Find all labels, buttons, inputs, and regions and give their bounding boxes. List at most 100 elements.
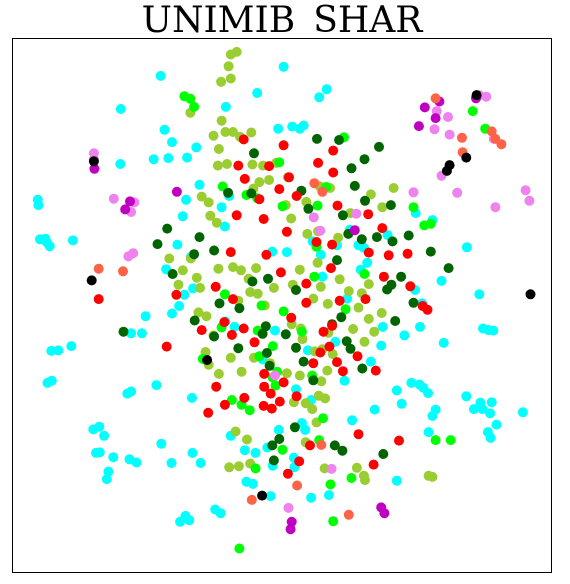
- scatter-point: [386, 279, 397, 290]
- scatter-point: [265, 388, 276, 399]
- scatter-point: [300, 398, 311, 409]
- scatter-point: [187, 447, 198, 458]
- scatter-point: [274, 396, 285, 407]
- scatter-point: [399, 330, 410, 341]
- scatter-point: [174, 301, 185, 311]
- scatter-point: [187, 392, 197, 403]
- scatter-point: [287, 121, 298, 132]
- series-8: [86, 90, 536, 501]
- scatter-point: [520, 185, 531, 196]
- scatter-point: [377, 223, 388, 234]
- scatter-point: [244, 405, 255, 416]
- scatter-point: [346, 163, 357, 174]
- scatter-point: [415, 321, 425, 332]
- scatter-point: [278, 61, 289, 72]
- scatter-point: [259, 368, 270, 379]
- scatter-point: [193, 307, 204, 318]
- scatter-point: [477, 404, 488, 415]
- scatter-point: [173, 279, 184, 290]
- scatter-point: [228, 262, 238, 273]
- scatter-point: [408, 297, 419, 308]
- scatter-point: [101, 474, 112, 485]
- scatter-point: [89, 163, 100, 174]
- scatter-point: [289, 422, 300, 433]
- scatter-point: [396, 271, 407, 282]
- scatter-point: [261, 348, 272, 358]
- scatter-point: [236, 265, 246, 276]
- scatter-point: [219, 289, 230, 300]
- scatter-point: [231, 210, 242, 221]
- scatter-point: [216, 76, 227, 87]
- scatter-point: [205, 210, 216, 221]
- scatter-point: [423, 388, 434, 399]
- scatter-point: [406, 377, 417, 388]
- scatter-point: [189, 249, 200, 260]
- scatter-point: [425, 218, 436, 229]
- scatter-point: [300, 424, 311, 435]
- scatter-point: [291, 191, 302, 201]
- scatter-point: [277, 201, 288, 212]
- scatter-point: [323, 490, 334, 501]
- scatter-point: [216, 202, 227, 213]
- scatter-point: [167, 308, 177, 319]
- scatter-point: [474, 289, 485, 300]
- scatter-point: [485, 408, 496, 419]
- scatter-point: [212, 160, 223, 171]
- scatter-point: [322, 365, 333, 376]
- scatter-point: [233, 343, 244, 354]
- scatter-point: [423, 427, 434, 438]
- scatter-point: [332, 357, 342, 368]
- scatter-point: [250, 447, 261, 458]
- scatter-point: [496, 139, 507, 150]
- scatter-point: [388, 183, 399, 193]
- scatter-point: [486, 397, 497, 408]
- scatter-point: [245, 287, 256, 298]
- scatter-point: [191, 142, 202, 153]
- scatter-point: [286, 516, 297, 527]
- scatter-point: [275, 267, 286, 278]
- scatter-point: [347, 415, 358, 426]
- series-7: [93, 93, 507, 520]
- scatter-point: [359, 336, 370, 347]
- scatter-point: [247, 276, 258, 287]
- scatter-point: [239, 173, 250, 184]
- scatter-point: [486, 126, 497, 137]
- scatter-point: [179, 289, 190, 300]
- scatter-point: [108, 452, 119, 463]
- scatter-point: [226, 329, 237, 340]
- scatter-point: [177, 211, 188, 222]
- scatter-point: [298, 356, 309, 367]
- scatter-point: [33, 200, 44, 211]
- scatter-point: [277, 444, 288, 455]
- scatter-point: [261, 249, 272, 260]
- scatter-point: [313, 157, 324, 168]
- scatter-point: [229, 321, 240, 332]
- scatter-point: [394, 435, 404, 446]
- scatter-point: [267, 440, 278, 451]
- scatter-point: [379, 508, 390, 519]
- scatter-point: [408, 187, 419, 198]
- scatter-point: [219, 399, 230, 410]
- scatter-point: [238, 134, 249, 145]
- scatter-point: [291, 285, 301, 295]
- scatter-point: [294, 123, 305, 134]
- scatter-point: [297, 334, 308, 345]
- scatter-point: [312, 257, 323, 268]
- scatter-point: [363, 313, 374, 324]
- scatter-point: [148, 154, 159, 165]
- scatter-point: [274, 157, 285, 168]
- scatter-point: [317, 186, 328, 197]
- scatter-point: [223, 187, 234, 198]
- scatter-point: [525, 289, 536, 300]
- scatter-point: [425, 246, 436, 257]
- scatter-point: [294, 456, 305, 467]
- scatter-point: [391, 475, 402, 486]
- scatter-point: [365, 356, 376, 367]
- scatter-point: [326, 463, 337, 474]
- scatter-point: [247, 159, 258, 170]
- scatter-point: [312, 200, 323, 211]
- scatter-point: [86, 275, 97, 286]
- scatter-point: [337, 210, 348, 221]
- scatter-point: [408, 202, 419, 213]
